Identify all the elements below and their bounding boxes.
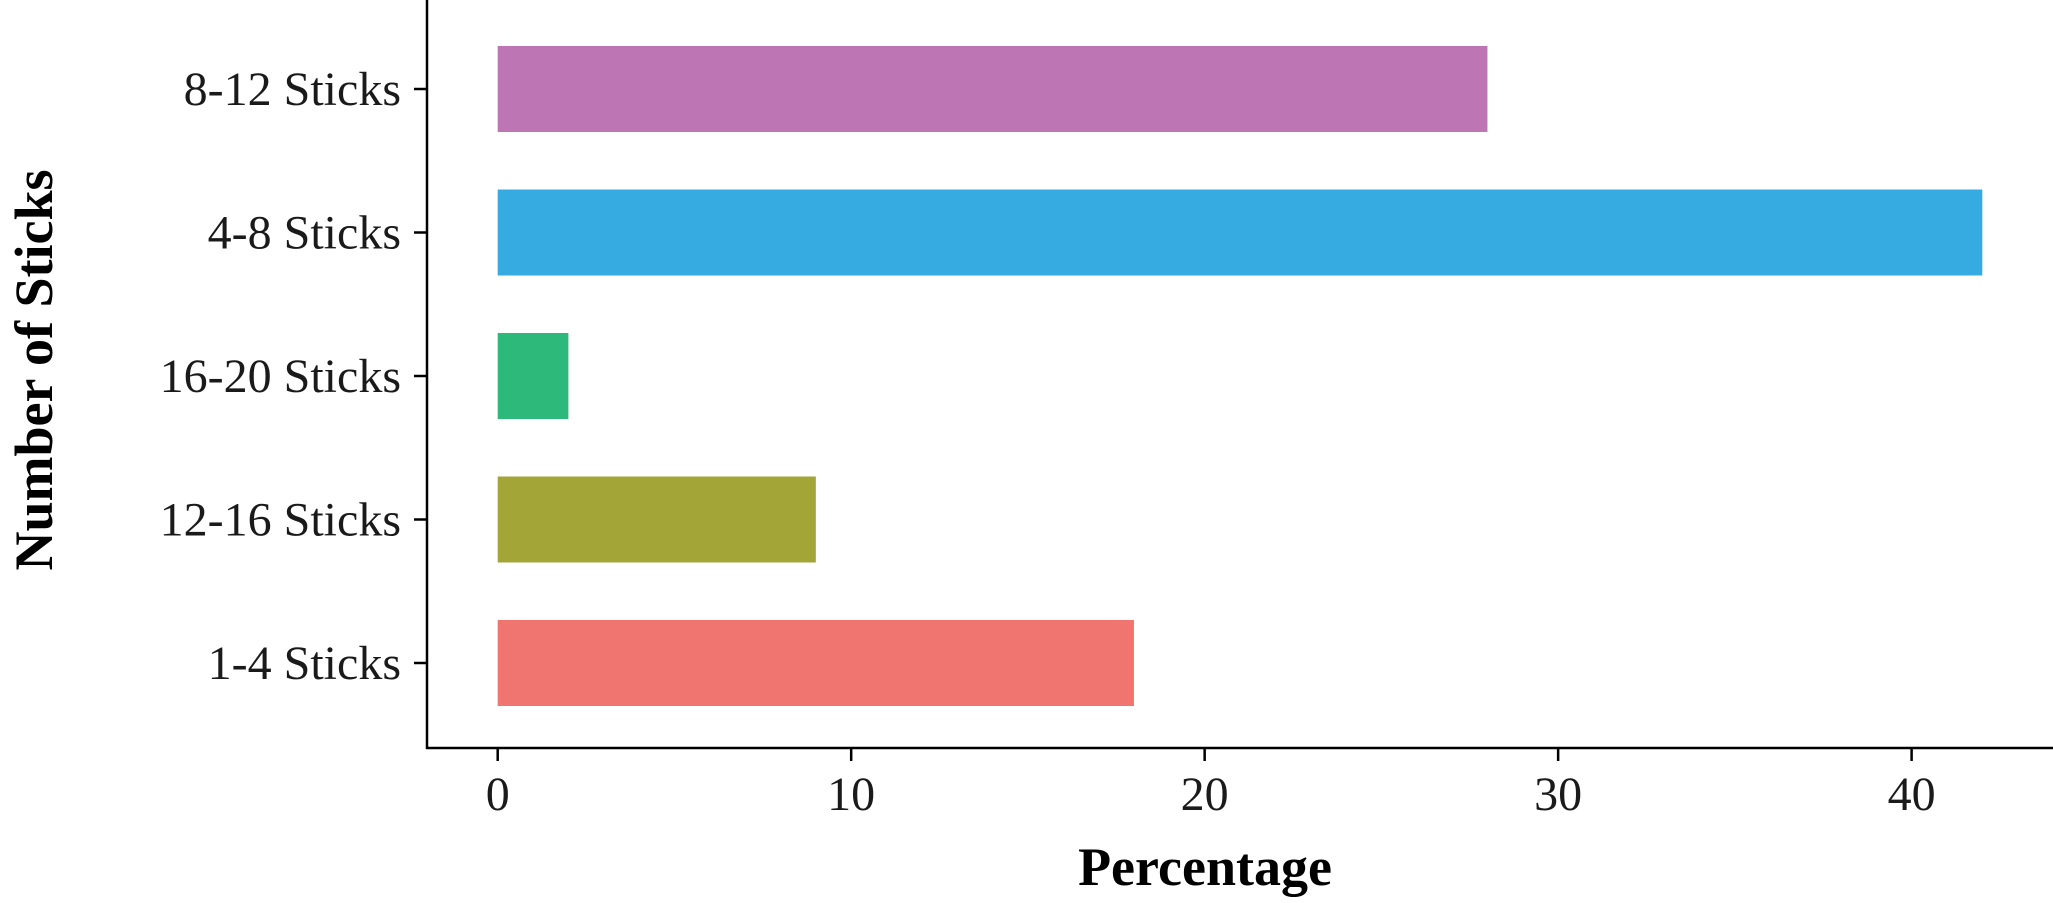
bar-8-12-sticks <box>497 46 1488 132</box>
y-axis-title: Number of Sticks <box>4 169 64 570</box>
x-axis-title: Percentage <box>1078 837 1332 897</box>
x-tick-label: 40 <box>1888 768 1936 821</box>
y-tick-label: 1-4 Sticks <box>208 637 401 690</box>
x-tick-label: 10 <box>827 768 875 821</box>
y-tick-label: 4-8 Sticks <box>208 207 401 260</box>
y-tick-label: 16-20 Sticks <box>160 350 401 403</box>
bar-4-8-sticks <box>497 189 1983 276</box>
bars-group <box>497 46 1983 706</box>
x-axis-ticks: 0 10 20 30 40 <box>486 748 1936 821</box>
y-axis-ticks: 1-4 Sticks 12-16 Sticks 16-20 Sticks 4-8 St… <box>160 63 427 690</box>
bar-1-4-sticks <box>497 620 1134 706</box>
x-tick-label: 0 <box>486 768 510 821</box>
bar-16-20-sticks <box>497 333 569 419</box>
bar-12-16-sticks <box>497 476 816 563</box>
x-tick-label: 30 <box>1534 768 1582 821</box>
x-tick-label: 20 <box>1181 768 1229 821</box>
y-tick-label: 12-16 Sticks <box>160 494 401 547</box>
y-tick-label: 8-12 Sticks <box>184 63 401 116</box>
